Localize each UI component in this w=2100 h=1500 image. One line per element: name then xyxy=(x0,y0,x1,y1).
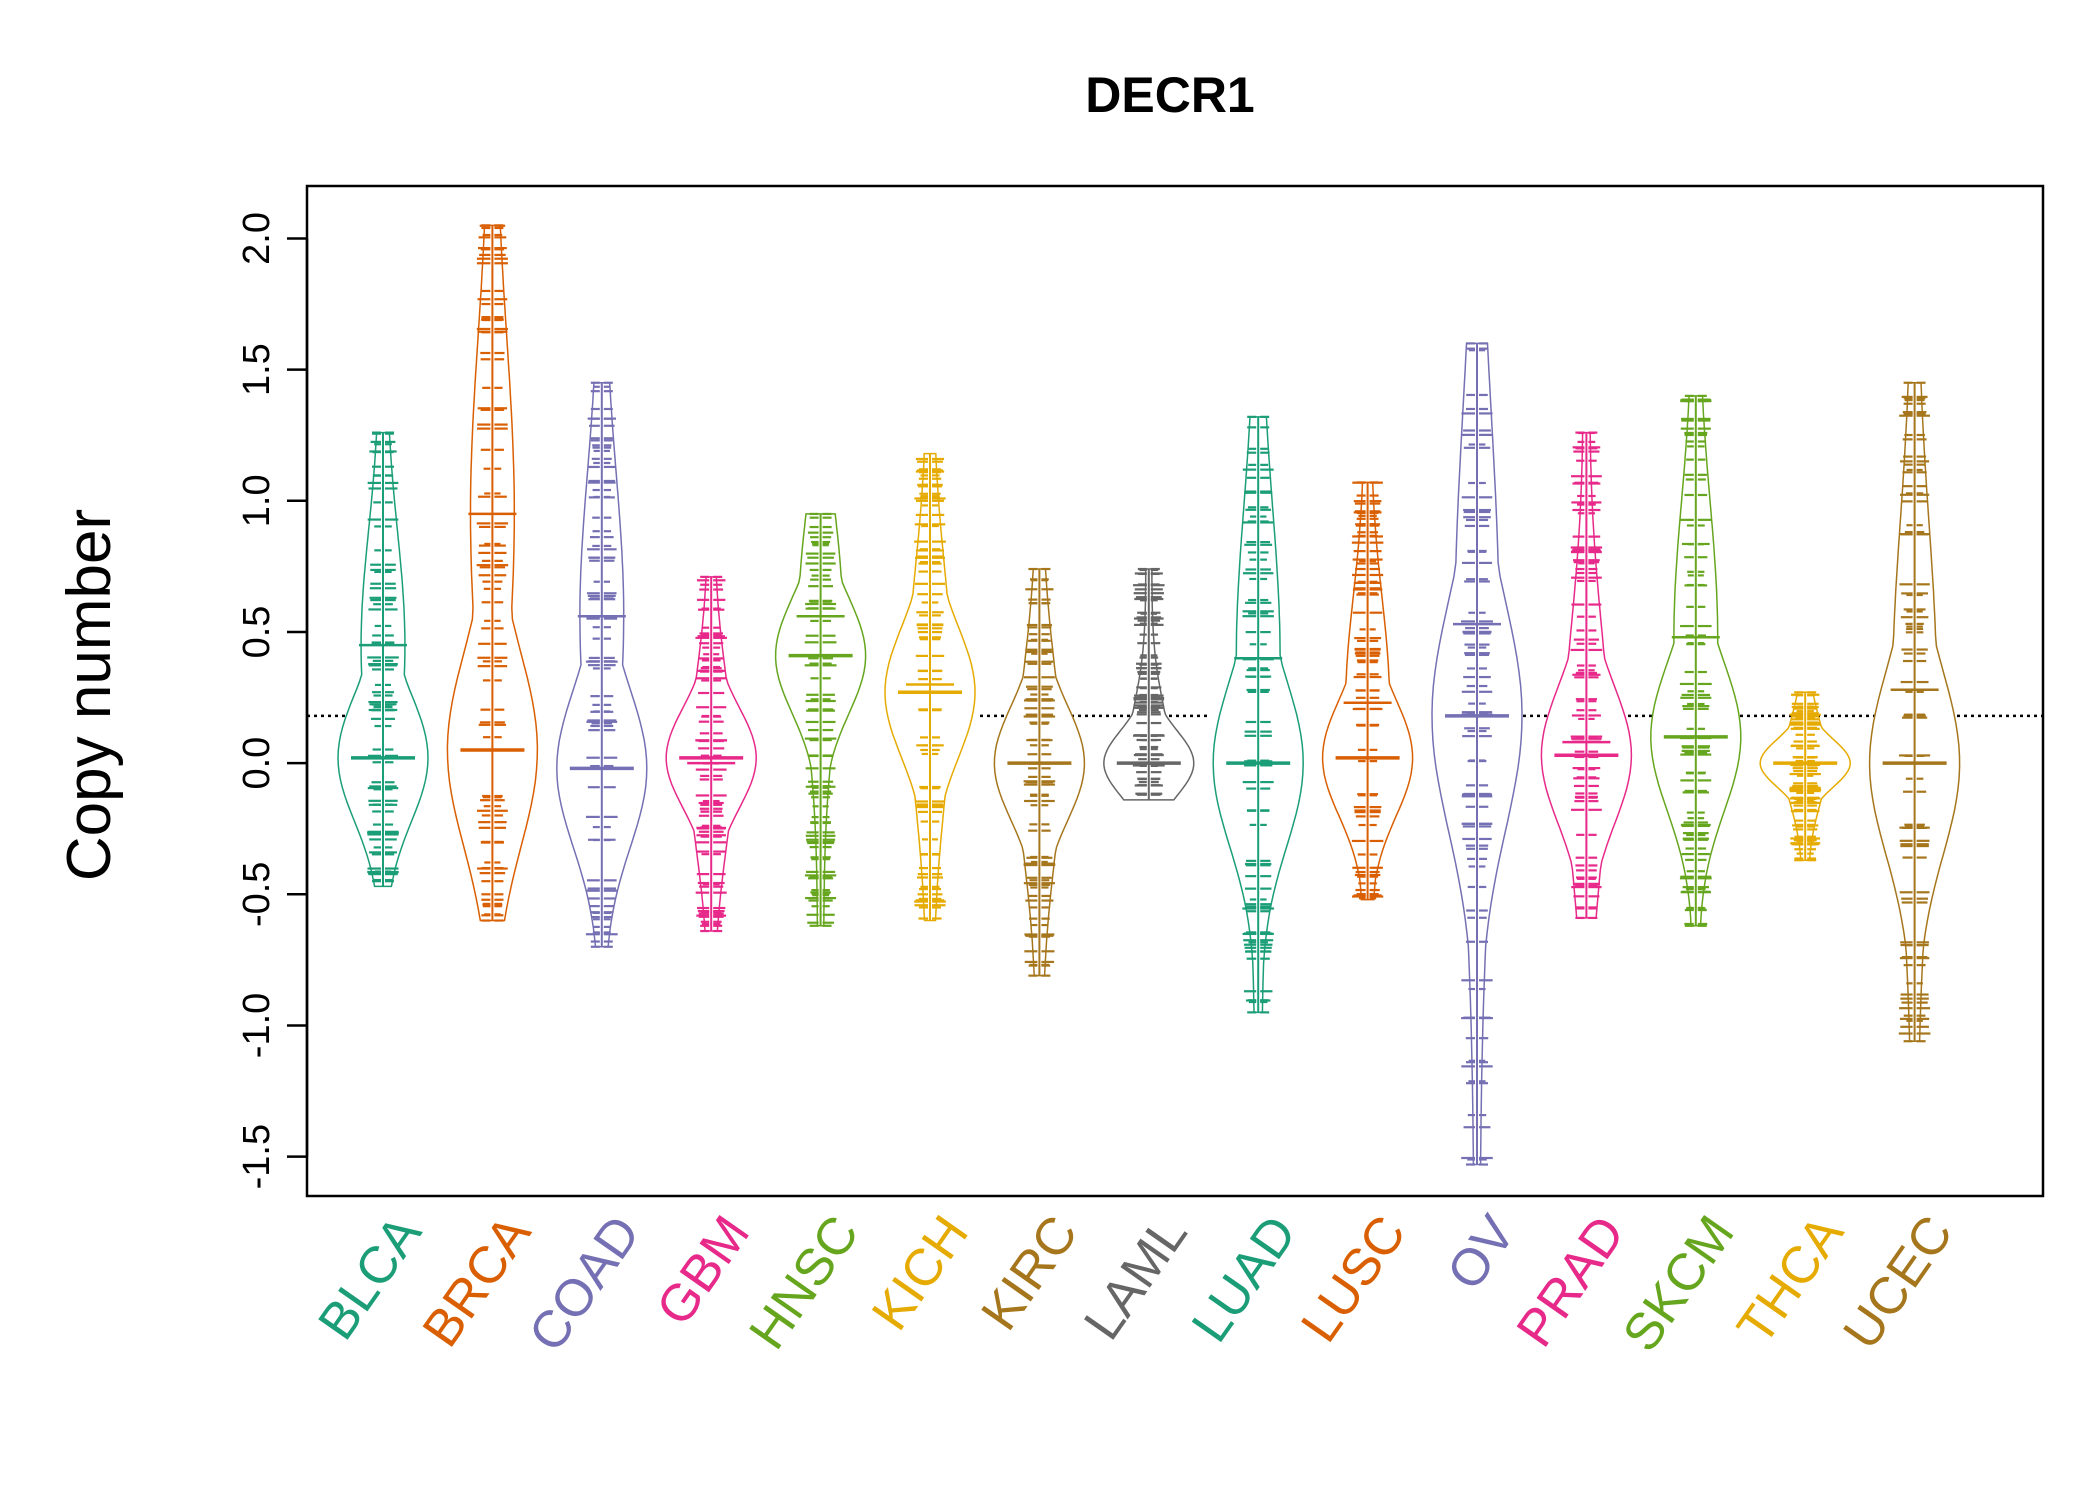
y-tick-label: 1.5 xyxy=(236,343,278,396)
bean-gbm xyxy=(665,575,757,933)
bean-thca xyxy=(1759,691,1851,862)
x-tick-label-thca: THCA xyxy=(1726,1205,1855,1354)
bean-luad xyxy=(1212,415,1304,1014)
bean-brca xyxy=(446,224,539,922)
x-tick-label-prad: PRAD xyxy=(1506,1206,1636,1358)
beans-group xyxy=(337,224,1961,1166)
x-tick-label-ov: OV xyxy=(1436,1205,1527,1300)
x-tick-label-lusc: LUSC xyxy=(1290,1206,1417,1353)
x-tick-label-luad: LUAD xyxy=(1181,1206,1308,1353)
x-tick-label-coad: COAD xyxy=(518,1206,652,1362)
y-axis-title: Copy number xyxy=(55,509,124,881)
x-tick-label-kirc: KIRC xyxy=(970,1206,1089,1341)
bean-blca xyxy=(337,431,429,888)
bean-hnsc xyxy=(774,512,867,927)
x-tick-label-ucec: UCEC xyxy=(1832,1206,1964,1360)
x-tick-label-skcm: SKCM xyxy=(1612,1206,1746,1362)
bean-laml xyxy=(1103,567,1195,801)
y-tick-label: -0.5 xyxy=(236,862,278,927)
x-tick-label-kich: KICH xyxy=(861,1206,980,1341)
x-tick-label-laml: LAML xyxy=(1073,1206,1198,1351)
bean-skcm xyxy=(1650,394,1742,927)
y-tick-label: 1.0 xyxy=(236,474,278,527)
bean-prad xyxy=(1540,431,1633,920)
bean-ucec xyxy=(1868,381,1961,1043)
bean-kich xyxy=(884,452,976,922)
x-tick-label-gbm: GBM xyxy=(646,1206,761,1336)
chart-title: DECR1 xyxy=(1085,67,1254,123)
x-tick-label-hnsc: HNSC xyxy=(738,1206,870,1360)
bean-kirc xyxy=(993,567,1086,977)
x-tick-label-brca: BRCA xyxy=(412,1205,543,1357)
bean-ov xyxy=(1431,342,1523,1166)
y-tick-label: -1.0 xyxy=(236,993,278,1058)
x-tick-label-blca: BLCA xyxy=(307,1205,433,1350)
plot-frame xyxy=(305,184,2045,1198)
y-axis: -1.5 -1.0 -0.5 0.0 0.5 1.0 1.5 2.0 xyxy=(236,212,309,1189)
bean-coad xyxy=(556,381,648,948)
y-tick-label: 0.0 xyxy=(236,737,278,790)
bean-lusc xyxy=(1321,481,1414,901)
y-tick-label: -1.5 xyxy=(236,1124,278,1189)
y-tick-label: 0.5 xyxy=(236,606,278,659)
y-tick-label: 2.0 xyxy=(236,212,278,265)
